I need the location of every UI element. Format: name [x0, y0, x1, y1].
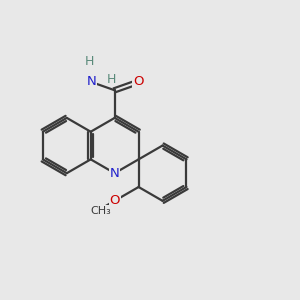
- Text: H: H: [107, 73, 117, 86]
- Text: N: N: [110, 167, 119, 180]
- Text: N: N: [86, 76, 96, 88]
- Text: CH₃: CH₃: [90, 206, 111, 216]
- Text: H: H: [85, 55, 94, 68]
- Text: O: O: [110, 194, 120, 207]
- Text: O: O: [133, 76, 143, 88]
